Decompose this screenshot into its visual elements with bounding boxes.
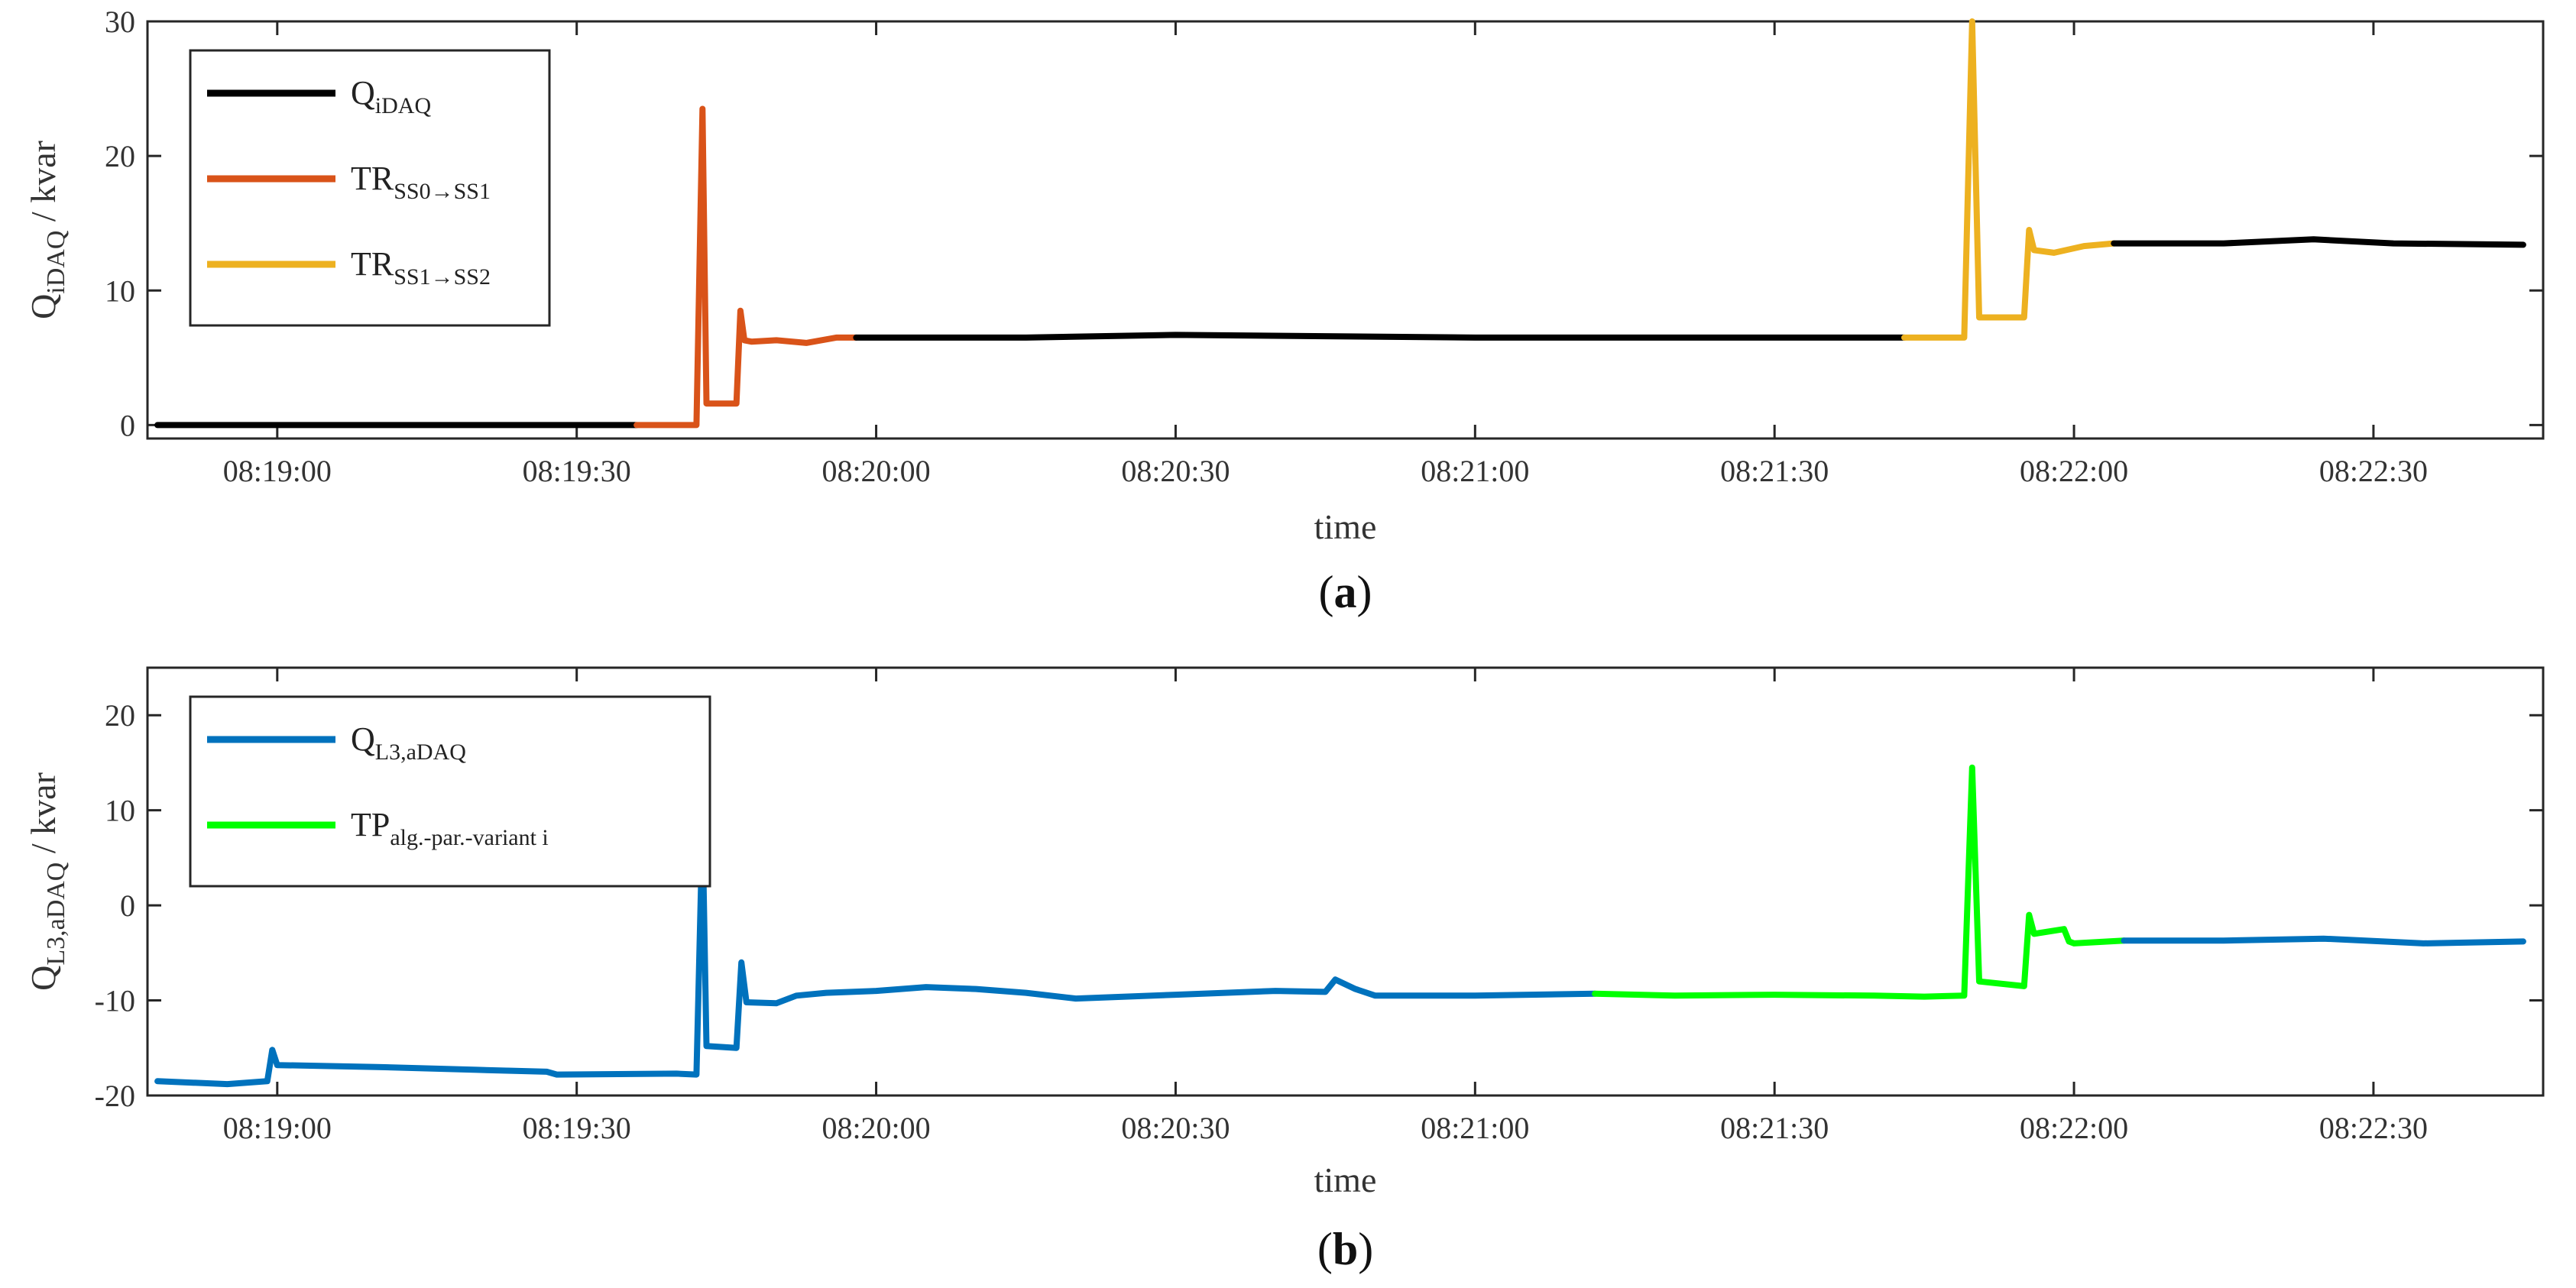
svg-text:QiDAQ / kvar: QiDAQ / kvar xyxy=(24,141,70,319)
x-tick-label: 08:20:30 xyxy=(1121,1111,1230,1145)
series-line-3 xyxy=(853,332,1907,341)
y-tick-label: 0 xyxy=(120,408,135,442)
y-tick-label: 10 xyxy=(105,273,135,308)
x-axis-label: time xyxy=(1314,1160,1377,1199)
legend-box xyxy=(189,695,711,888)
y-axis-label: QL3,aDAQ / kvar xyxy=(24,772,70,991)
x-tick-label: 08:20:00 xyxy=(821,454,930,488)
series-line-2 xyxy=(1592,764,2127,1000)
x-tick-label: 08:22:30 xyxy=(2319,1111,2428,1145)
y-tick-label: 0 xyxy=(120,888,135,923)
y-axis-label: QiDAQ / kvar xyxy=(24,141,70,319)
series-line-3 xyxy=(2121,935,2526,947)
x-tick-label: 08:22:00 xyxy=(2020,1111,2128,1145)
x-tick-label: 08:22:30 xyxy=(2319,454,2428,488)
legend-entry-label: TRSS0→SS1 xyxy=(351,160,491,204)
y-tick-label: 20 xyxy=(105,139,135,173)
legend-entry-label: TPalg.-par.-variant i xyxy=(351,806,549,850)
svg-text:QL3,aDAQ / kvar: QL3,aDAQ / kvar xyxy=(24,772,70,991)
x-tick-label: 08:21:30 xyxy=(1720,454,1829,488)
x-tick-label: 08:19:30 xyxy=(523,454,631,488)
y-tick-label: 30 xyxy=(105,5,135,39)
panel-caption: (a) xyxy=(1319,567,1372,617)
y-tick-label: 20 xyxy=(105,698,135,733)
x-tick-label: 08:21:30 xyxy=(1720,1111,1829,1145)
panel-a-chart: 08:19:00 08:19:30 08:20:00 08:20:30 08:21:00… xyxy=(24,5,2545,617)
series-line-1 xyxy=(154,821,1599,1088)
axes-frame xyxy=(146,666,2545,1097)
y-tick-label: 10 xyxy=(105,794,135,828)
x-tick-label: 08:22:00 xyxy=(2020,454,2128,488)
x-tick-label: 08:20:30 xyxy=(1121,454,1230,488)
y-tick-label: -20 xyxy=(95,1079,135,1113)
series-line-2 xyxy=(633,105,860,429)
series-line-4 xyxy=(1901,18,2118,341)
x-tick-label: 08:19:00 xyxy=(223,1111,332,1145)
x-tick-label: 08:21:00 xyxy=(1421,1111,1529,1145)
x-tick-label: 08:19:00 xyxy=(223,454,332,488)
x-tick-label: 08:21:00 xyxy=(1421,454,1529,488)
series-line-5 xyxy=(2111,236,2526,248)
legend-entry-label: TRSS1→SS2 xyxy=(351,245,491,290)
axes-frame xyxy=(146,20,2545,440)
panel-b-chart: 08:19:00 08:19:30 08:20:00 08:20:30 08:21:00… xyxy=(24,666,2545,1274)
x-axis-label: time xyxy=(1314,507,1377,546)
x-tick-label: 08:19:30 xyxy=(523,1111,631,1145)
legend-entry-label: QiDAQ xyxy=(351,74,431,118)
x-tick-label: 08:20:00 xyxy=(821,1111,930,1145)
y-tick-label: -10 xyxy=(95,984,135,1018)
legend-entry-label: QL3,aDAQ xyxy=(351,720,466,765)
panel-caption: (b) xyxy=(1317,1224,1373,1274)
